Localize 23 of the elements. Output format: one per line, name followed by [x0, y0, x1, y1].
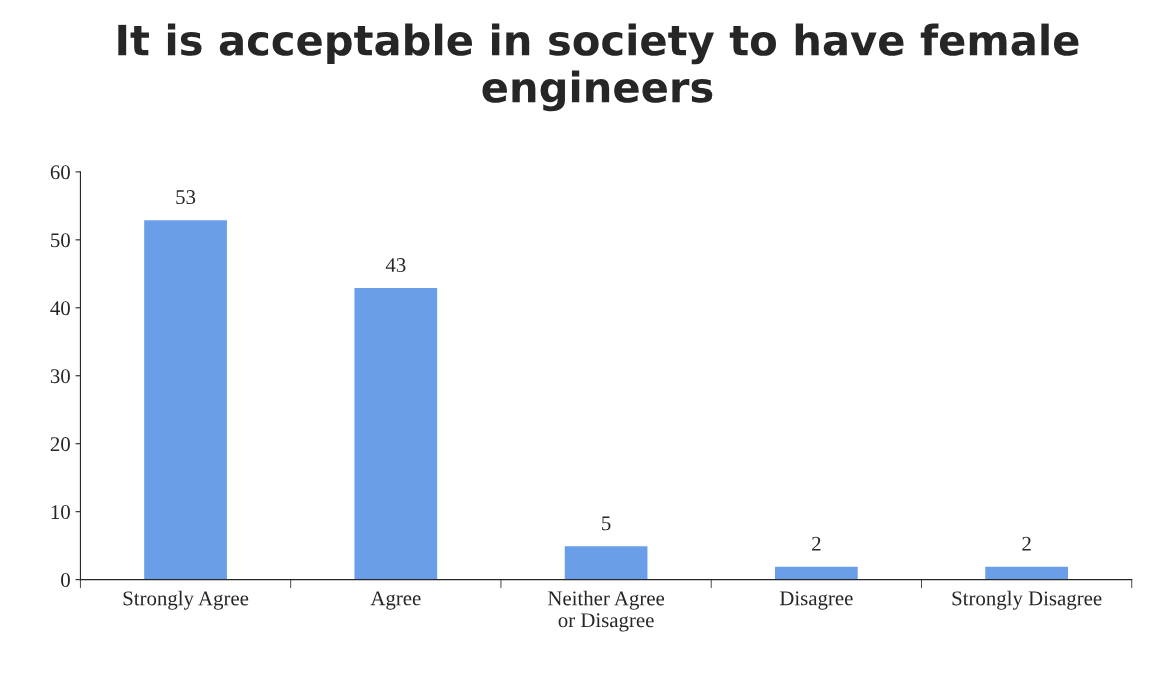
bar: [983, 565, 1070, 580]
x-tick-label: Agree: [370, 591, 421, 610]
data-label: 53: [176, 190, 196, 205]
data-label: 2: [812, 536, 821, 551]
bar: [773, 565, 860, 580]
y-tick-label: 50: [51, 233, 70, 248]
y-tick-label: 20: [50, 437, 70, 452]
data-label: 43: [385, 258, 406, 273]
data-label: 5: [602, 516, 611, 531]
bar: [353, 286, 439, 580]
y-tick-label: 30: [50, 369, 70, 384]
y-tick-label: 60: [50, 165, 70, 180]
bar: [142, 218, 229, 580]
data-label: 2: [1022, 536, 1031, 551]
x-tick-label: Strongly Disagree: [952, 590, 1102, 610]
bar: [563, 544, 649, 580]
x-tick-label: Disagree: [779, 591, 853, 610]
x-tick-label: Strongly Agree: [123, 590, 249, 610]
y-tick-label: 40: [50, 301, 70, 316]
y-tick-label: 0: [61, 573, 70, 588]
y-tick-label: 10: [51, 505, 70, 520]
x-tick-label: Neither Agree or Disagree: [547, 590, 665, 632]
chart-title: It is acceptable in society to have female engineers: [118, 23, 1079, 112]
